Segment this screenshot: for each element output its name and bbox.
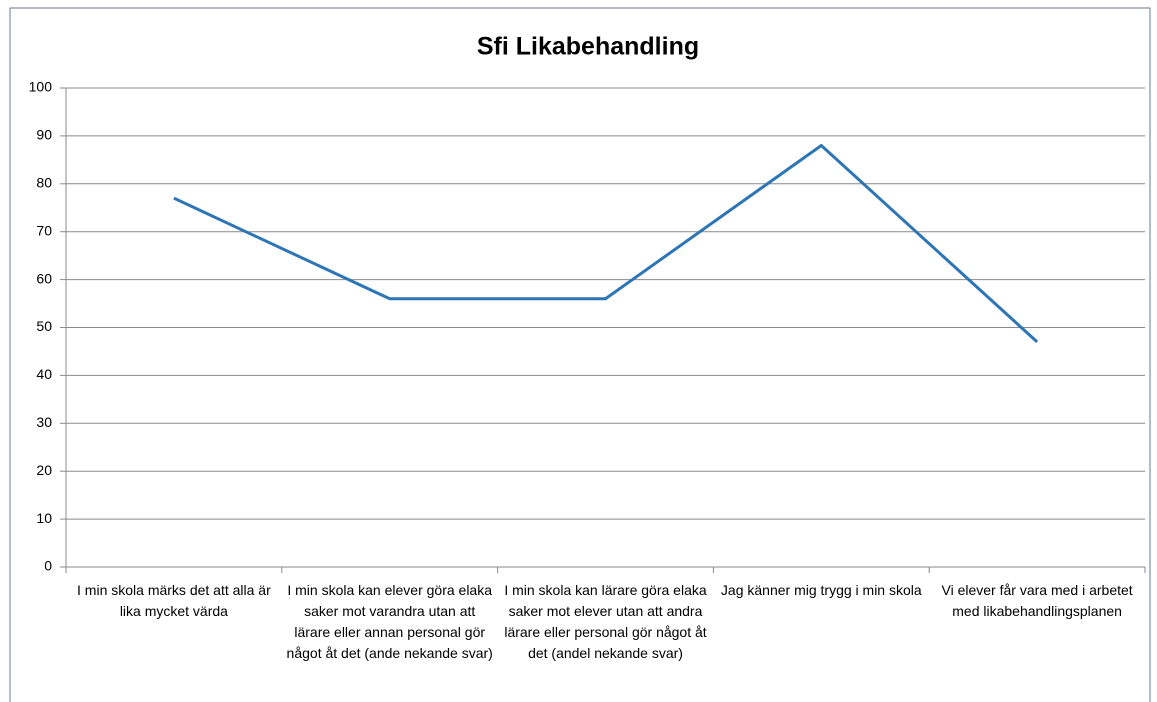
- y-tick-label: 60: [36, 270, 52, 286]
- line-series: [173, 143, 1039, 343]
- x-tick-label: I min skola kan elever göra elaka saker …: [286, 582, 493, 661]
- y-tick-label: 90: [36, 127, 52, 143]
- y-tick-label: 10: [36, 510, 52, 526]
- chart-frame: [9, 7, 1151, 702]
- x-tick-label: Jag känner mig trygg i min skola: [720, 582, 922, 598]
- y-tick-label: 20: [36, 462, 52, 478]
- y-tick-label: 50: [36, 318, 52, 334]
- x-tick-label: I min skola märks det att alla är lika m…: [77, 582, 271, 619]
- y-tick-label: 70: [36, 222, 52, 238]
- y-tick-label: 40: [36, 366, 52, 382]
- y-tick-label: 80: [36, 175, 52, 191]
- y-tick-label: 100: [29, 79, 53, 95]
- y-tick-label: 0: [44, 558, 52, 574]
- x-tick-label: I min skola kan lärare göra elaka saker …: [504, 582, 707, 661]
- x-tick-label: Vi elever får vara med i arbetet med lik…: [941, 582, 1133, 619]
- y-tick-label: 30: [36, 414, 52, 430]
- chart-title: Sfi Likabehandling: [477, 33, 699, 61]
